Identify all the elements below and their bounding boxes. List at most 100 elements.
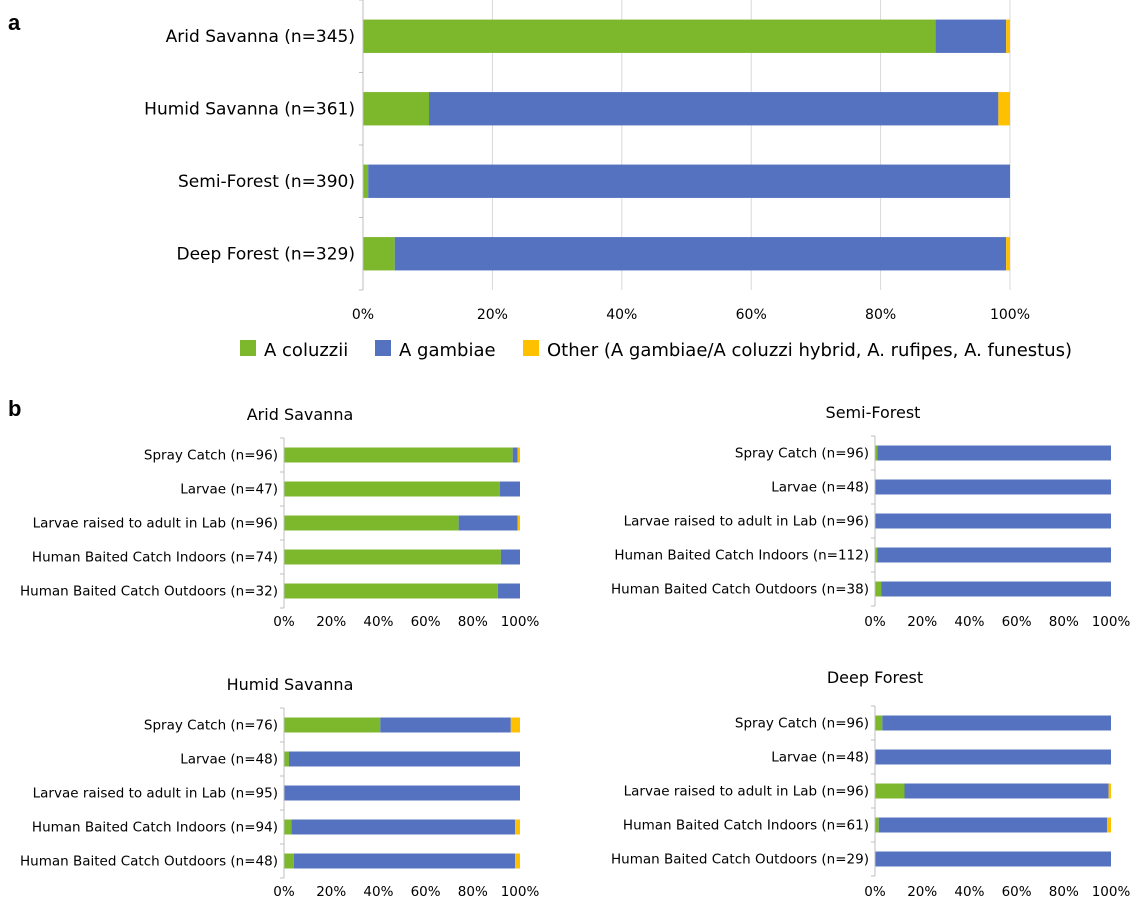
bar-spray-catch-a-coluzzii bbox=[284, 447, 513, 463]
bar-spray-catch-a-gambiae bbox=[877, 445, 1111, 461]
x-tick-label: 20% bbox=[316, 614, 346, 630]
chart-title: Deep Forest bbox=[827, 668, 923, 687]
bar-arid-savanna-a-gambiae bbox=[935, 19, 1007, 53]
x-tick-label: 40% bbox=[954, 614, 984, 630]
legend-swatch-a-gambiae bbox=[375, 340, 391, 356]
category-label: Spray Catch (n=76) bbox=[144, 718, 278, 734]
bar-human-baited-catch-outdoors-a-gambiae bbox=[293, 853, 516, 869]
chart-b-arid-savanna: Arid Savanna Spray Catch (n=96) Larvae (n=… bbox=[20, 405, 539, 630]
legend-swatch-a-coluzzii bbox=[240, 340, 256, 356]
category-label: Semi-Forest (n=390) bbox=[178, 172, 355, 192]
bar-deep-forest-other bbox=[1006, 237, 1010, 271]
bar-spray-catch-a-coluzzii bbox=[875, 715, 883, 731]
x-tick-label: 20% bbox=[316, 884, 346, 900]
category-label: Larvae raised to adult in Lab (n=96) bbox=[624, 514, 869, 530]
category-label: Larvae raised to adult in Lab (n=95) bbox=[33, 786, 278, 802]
bar-semi-forest-a-gambiae bbox=[368, 164, 1010, 198]
bar-deep-forest-a-coluzzii bbox=[363, 237, 395, 271]
panel-label-a: a bbox=[8, 10, 21, 35]
category-label: Larvae raised to adult in Lab (n=96) bbox=[33, 516, 278, 532]
bar-human-baited-catch-outdoors-a-coluzzii bbox=[875, 581, 882, 597]
bar-humid-savanna-a-gambiae bbox=[428, 92, 999, 126]
bar-humid-savanna-a-coluzzii bbox=[363, 92, 429, 126]
chart-title: Arid Savanna bbox=[247, 405, 354, 424]
category-label: Larvae (n=48) bbox=[771, 480, 869, 496]
x-tick-label: 0% bbox=[864, 884, 886, 900]
bar-human-baited-catch-indoors-a-coluzzii bbox=[875, 547, 878, 563]
chart-a-ecozone-composition: Arid Savanna (n=345) Humid Savanna (n=361… bbox=[144, 0, 1030, 323]
category-label: Humid Savanna (n=361) bbox=[144, 100, 355, 120]
bar-spray-catch-a-gambiae bbox=[512, 447, 518, 463]
category-label: Larvae raised to adult in Lab (n=96) bbox=[624, 784, 869, 800]
x-tick-label: 0% bbox=[273, 884, 295, 900]
category-label: Human Baited Catch Indoors (n=74) bbox=[32, 550, 278, 566]
category-label: Spray Catch (n=96) bbox=[735, 446, 869, 462]
x-tick-label: 0% bbox=[352, 307, 374, 323]
bar-human-baited-catch-outdoors-a-gambiae bbox=[881, 581, 1111, 597]
bar-spray-catch-a-gambiae bbox=[882, 715, 1111, 731]
bar-semi-forest-a-coluzzii bbox=[363, 164, 369, 198]
bar-humid-savanna-other bbox=[998, 92, 1010, 126]
bar-larvae-a-gambiae bbox=[288, 751, 520, 767]
x-tick-label: 60% bbox=[1002, 884, 1032, 900]
bar-larvae-raised-to-adult-in-lab-a-coluzzii bbox=[284, 515, 459, 531]
x-tick-label: 20% bbox=[477, 307, 508, 323]
category-label: Human Baited Catch Indoors (n=94) bbox=[32, 820, 278, 836]
chart-b-semi-forest: Semi-Forest Spray Catch (n=96) Larvae (n=4… bbox=[611, 403, 1130, 630]
x-tick-label: 40% bbox=[606, 307, 637, 323]
bar-larvae-a-coluzzii bbox=[284, 481, 500, 497]
bar-larvae-raised-to-adult-in-lab-other bbox=[1108, 783, 1111, 799]
bar-larvae-a-gambiae bbox=[875, 749, 1111, 765]
category-label: Human Baited Catch Outdoors (n=48) bbox=[20, 854, 278, 870]
bar-spray-catch-a-gambiae bbox=[380, 717, 511, 733]
x-tick-label: 60% bbox=[411, 884, 441, 900]
bar-human-baited-catch-outdoors-a-coluzzii bbox=[284, 853, 294, 869]
category-label: Spray Catch (n=96) bbox=[735, 716, 869, 732]
bar-human-baited-catch-outdoors-a-gambiae bbox=[497, 583, 520, 599]
bar-spray-catch-a-coluzzii bbox=[284, 717, 381, 733]
category-label: Larvae (n=47) bbox=[180, 482, 278, 498]
category-label: Deep Forest (n=329) bbox=[176, 245, 355, 265]
bar-larvae-a-gambiae bbox=[499, 481, 520, 497]
x-tick-label: 40% bbox=[954, 884, 984, 900]
x-tick-label: 80% bbox=[1049, 884, 1079, 900]
chart-title: Semi-Forest bbox=[826, 403, 921, 422]
panel-label-b: b bbox=[8, 396, 21, 421]
bar-arid-savanna-a-coluzzii bbox=[363, 19, 936, 53]
bar-spray-catch-other bbox=[517, 447, 520, 463]
x-tick-label: 0% bbox=[273, 614, 295, 630]
bar-larvae-raised-to-adult-in-lab-other bbox=[517, 515, 520, 531]
category-label: Larvae (n=48) bbox=[771, 750, 869, 766]
bar-larvae-raised-to-adult-in-lab-a-gambiae bbox=[904, 783, 1109, 799]
bar-human-baited-catch-outdoors-a-gambiae bbox=[875, 851, 1111, 867]
category-label: Spray Catch (n=96) bbox=[144, 448, 278, 464]
bar-spray-catch-other bbox=[510, 717, 520, 733]
x-tick-label: 80% bbox=[458, 614, 488, 630]
chart-b-humid-savanna: Humid Savanna Spray Catch (n=76) Larvae (n… bbox=[20, 675, 539, 900]
x-tick-label: 80% bbox=[1049, 614, 1079, 630]
bar-human-baited-catch-indoors-a-gambiae bbox=[877, 547, 1111, 563]
bar-human-baited-catch-indoors-other bbox=[1106, 817, 1111, 833]
x-tick-label: 100% bbox=[501, 884, 540, 900]
category-label: Human Baited Catch Outdoors (n=32) bbox=[20, 584, 278, 600]
bar-larvae-raised-to-adult-in-lab-a-gambiae bbox=[284, 785, 520, 801]
bar-human-baited-catch-indoors-other bbox=[515, 819, 520, 835]
x-tick-label: 100% bbox=[1092, 884, 1131, 900]
x-tick-label: 100% bbox=[1092, 614, 1131, 630]
bar-larvae-a-coluzzii bbox=[284, 751, 289, 767]
x-tick-label: 80% bbox=[458, 884, 488, 900]
category-label: Larvae (n=48) bbox=[180, 752, 278, 768]
legend-swatch-other bbox=[523, 340, 539, 356]
x-tick-label: 20% bbox=[907, 884, 937, 900]
bar-human-baited-catch-outdoors-other bbox=[515, 853, 520, 869]
chart-b-deep-forest: Deep Forest Spray Catch (n=96) Larvae (n=4… bbox=[611, 668, 1130, 900]
category-label: Human Baited Catch Outdoors (n=29) bbox=[611, 852, 869, 868]
category-label: Human Baited Catch Outdoors (n=38) bbox=[611, 582, 869, 598]
bar-larvae-raised-to-adult-in-lab-a-gambiae bbox=[875, 513, 1111, 529]
x-tick-label: 100% bbox=[501, 614, 540, 630]
category-label: Human Baited Catch Indoors (n=61) bbox=[623, 818, 869, 834]
x-tick-label: 40% bbox=[363, 884, 393, 900]
bar-larvae-a-gambiae bbox=[875, 479, 1111, 495]
x-tick-label: 60% bbox=[736, 307, 767, 323]
